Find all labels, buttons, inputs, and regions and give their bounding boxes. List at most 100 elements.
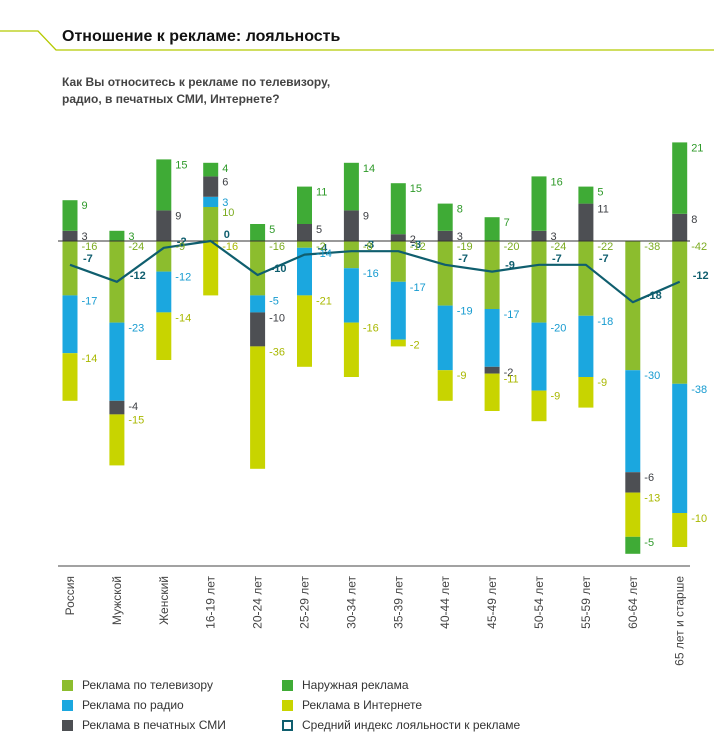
value-label-tv-4: -16 [269, 241, 285, 253]
bar-print-1 [109, 400, 125, 415]
average-label-12: -18 [646, 290, 662, 302]
value-label-radio-1: -23 [128, 323, 144, 335]
category-label-2: Женский [157, 576, 171, 625]
value-label-print-9: -2 [504, 367, 514, 379]
average-label-7: -3 [411, 239, 421, 251]
bar-internet-8 [437, 370, 453, 401]
value-label-tv-10: -24 [551, 241, 567, 253]
bar-print-3 [203, 176, 219, 197]
bar-radio-7 [390, 281, 406, 340]
bar-outdoor-5 [297, 186, 312, 224]
bar-radio-9 [484, 309, 500, 367]
value-label-tv-11: -22 [597, 241, 613, 253]
legend-swatch-average [282, 719, 293, 731]
bar-print-7 [390, 234, 406, 241]
legend-item-print: Реклама в печатных СМИ [62, 718, 226, 732]
value-label-tv-7: -12 [410, 241, 426, 253]
bar-tv-9 [484, 241, 500, 309]
value-label-outdoor-5: 11 [316, 187, 327, 199]
value-label-print-5: 5 [316, 224, 322, 236]
category-label-4: 20-24 лет [251, 576, 265, 629]
average-line [69, 239, 681, 304]
bar-print-10 [531, 230, 547, 241]
average-label-9: -9 [505, 260, 515, 272]
bar-outdoor-7 [390, 183, 406, 235]
value-label-outdoor-3: 4 [222, 163, 228, 175]
category-label-9: 45-49 лет [485, 576, 499, 629]
bar-tv-7 [390, 241, 406, 282]
value-label-radio-2: -12 [175, 272, 191, 284]
value-label-outdoor-8: 8 [457, 204, 463, 216]
value-label-internet-9: -11 [504, 374, 519, 386]
value-label-print-8: 3 [457, 231, 463, 243]
legend-item-internet: Реклама в Интернете [282, 698, 422, 712]
average-label-13: -12 [693, 270, 709, 282]
bar-outdoor-1 [109, 230, 125, 241]
value-label-outdoor-1: 3 [128, 231, 134, 243]
bar-radio-11 [578, 315, 594, 377]
category-label-8: 40-44 лет [438, 576, 452, 629]
legend-label-radio: Реклама по радио [82, 698, 184, 712]
value-label-internet-4: -36 [269, 346, 285, 358]
bar-tv-13 [672, 241, 688, 384]
legend-label-print: Реклама в печатных СМИ [82, 718, 226, 732]
value-label-radio-11: -18 [597, 316, 613, 328]
legend-label-outdoor: Наружная реклама [302, 678, 409, 692]
value-label-radio-5: -14 [316, 248, 332, 260]
value-label-internet-1: -15 [128, 414, 144, 426]
value-label-outdoor-9: 7 [504, 217, 510, 229]
bar-internet-2 [156, 312, 172, 360]
bar-print-2 [156, 210, 172, 241]
bar-radio-2 [156, 271, 172, 313]
value-label-radio-8: -19 [457, 306, 473, 318]
bar-print-11 [578, 203, 594, 241]
average-label-2: -2 [177, 236, 187, 248]
category-label-13: 65 лет и старше [673, 576, 687, 666]
value-label-print-4: -10 [269, 312, 285, 324]
value-label-radio-12: -30 [644, 370, 660, 382]
chart-subtitle-line-1: Как Вы относитесь к рекламе по телевизор… [62, 75, 331, 89]
average-label-3: 0 [224, 229, 230, 241]
legend-item-tv: Реклама по телевизору [62, 678, 213, 692]
legend-swatch-tv [62, 679, 73, 691]
bar-radio-3 [203, 196, 219, 207]
value-label-radio-3: 3 [222, 197, 228, 209]
category-label-1: Мужской [110, 576, 124, 625]
value-label-tv-12: -38 [644, 241, 660, 253]
value-label-tv-1: -24 [128, 241, 144, 253]
value-label-tv-9: -20 [504, 241, 520, 253]
average-label-11: -7 [599, 253, 609, 265]
bar-internet-5 [297, 295, 312, 367]
value-label-internet-5: -21 [316, 295, 332, 307]
bar-internet-6 [343, 322, 359, 377]
chart-title: Отношение к рекламе: лояльность [62, 28, 341, 45]
bar-outdoor-10 [531, 176, 547, 231]
category-label-3: 16-19 лет [204, 576, 218, 629]
legend-swatch-outdoor [282, 679, 293, 691]
bar-print-5 [297, 224, 312, 241]
bar-radio-10 [531, 322, 547, 391]
value-label-outdoor-13: 21 [691, 142, 703, 154]
value-label-outdoor-2: 15 [175, 159, 187, 171]
average-label-1: -12 [130, 270, 146, 282]
bar-radio-0 [62, 295, 78, 354]
value-label-outdoor-10: 16 [551, 176, 563, 188]
category-label-7: 35-39 лет [391, 576, 405, 629]
category-label-10: 50-54 лет [532, 576, 546, 629]
value-label-radio-6: -16 [363, 268, 379, 280]
bar-print-9 [484, 366, 500, 374]
value-label-radio-4: -5 [269, 295, 279, 307]
legend-label-internet: Реклама в Интернете [302, 698, 423, 712]
category-label-layer: Россия Мужской Женский 16-19 лет 20-24 лет 25… [63, 576, 687, 666]
legend-item-average: Средний индекс лояльности к рекламе [282, 718, 520, 732]
bar-radio-5 [297, 247, 312, 296]
bar-print-6 [343, 210, 359, 241]
value-label-internet-10: -9 [551, 391, 561, 403]
bar-internet-12 [625, 492, 641, 537]
category-label-6: 30-34 лет [344, 576, 358, 629]
bar-internet-10 [531, 390, 547, 422]
chart-subtitle: Как Вы относитесь к рекламе по телевизор… [62, 74, 422, 108]
average-label-4: -10 [271, 263, 287, 275]
legend-swatch-print [62, 719, 73, 731]
